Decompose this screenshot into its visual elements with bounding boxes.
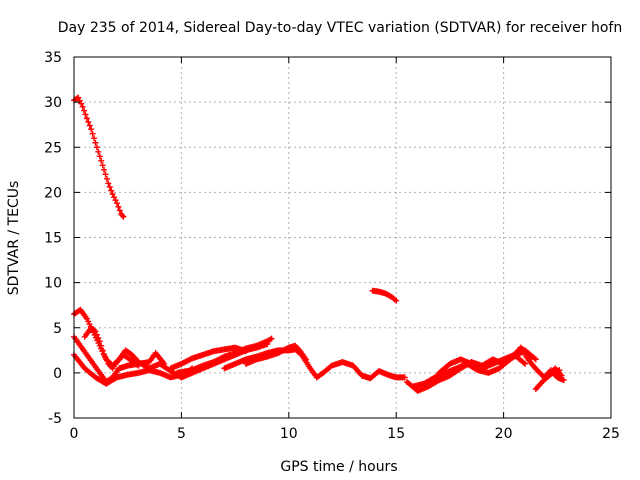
y-axis-label: SDTVAR / TECUs xyxy=(6,181,22,296)
data-point xyxy=(528,353,535,360)
data-point xyxy=(102,354,109,361)
data-point xyxy=(112,197,119,204)
data-point xyxy=(522,360,529,367)
data-point xyxy=(89,130,96,137)
data-point xyxy=(401,374,408,381)
data-point xyxy=(75,94,82,101)
data-point xyxy=(264,340,271,347)
data-point xyxy=(101,351,108,358)
data-point xyxy=(92,139,99,146)
x-tick-label: 15 xyxy=(387,426,405,442)
data-point xyxy=(93,331,100,338)
series-arc-l xyxy=(436,351,529,376)
data-point xyxy=(98,157,105,164)
data-point xyxy=(85,118,92,125)
y-tick-label: -5 xyxy=(48,411,62,427)
series-arc-c xyxy=(81,324,142,372)
data-points xyxy=(71,94,567,394)
data-point xyxy=(92,328,99,335)
y-tick-label: 0 xyxy=(53,366,62,382)
x-tick-label: 10 xyxy=(280,426,298,442)
data-point xyxy=(120,213,127,220)
x-tick-label: 25 xyxy=(602,426,620,442)
data-point xyxy=(560,377,567,384)
data-point xyxy=(111,194,118,201)
data-point xyxy=(99,162,106,169)
data-point xyxy=(83,315,90,322)
data-point xyxy=(161,360,168,367)
data-point xyxy=(101,166,108,173)
y-tick-label: 25 xyxy=(44,140,62,156)
data-point xyxy=(103,175,110,182)
data-point xyxy=(116,207,123,214)
data-point xyxy=(268,335,275,342)
data-point xyxy=(96,153,103,160)
data-point xyxy=(93,144,100,151)
y-tick-label: 30 xyxy=(44,95,62,111)
data-point xyxy=(302,356,309,363)
data-point xyxy=(102,171,109,178)
data-point xyxy=(86,321,93,328)
series-arc-k xyxy=(410,344,535,390)
axis-ticks: 0 5 10 15 20 25 -5 0 5 10 15 20 25 30 35 xyxy=(44,50,620,442)
data-point xyxy=(135,362,142,369)
x-tick-label: 5 xyxy=(177,426,186,442)
data-point xyxy=(113,200,120,207)
data-point xyxy=(82,111,89,118)
y-tick-label: 35 xyxy=(44,50,62,66)
data-point xyxy=(106,183,113,190)
y-tick-label: 10 xyxy=(44,276,62,292)
data-point xyxy=(81,107,88,114)
data-point xyxy=(134,361,141,368)
x-tick-label: 20 xyxy=(495,426,513,442)
y-tick-label: 20 xyxy=(44,185,62,201)
y-tick-label: 5 xyxy=(53,321,62,337)
data-point xyxy=(85,318,92,325)
data-point xyxy=(79,103,86,110)
data-point xyxy=(532,356,539,363)
data-point xyxy=(95,148,102,155)
data-point xyxy=(108,187,115,194)
series-arc-g xyxy=(167,344,249,372)
data-point xyxy=(99,347,106,354)
data-point xyxy=(242,348,249,355)
x-tick-label: 0 xyxy=(70,426,79,442)
data-point xyxy=(78,100,85,107)
data-point xyxy=(95,334,102,341)
series-mid-arc xyxy=(369,287,400,304)
data-point xyxy=(393,297,400,304)
chart-title: Day 235 of 2014, Sidereal Day-to-day VTE… xyxy=(58,20,622,36)
data-point xyxy=(558,372,565,379)
data-point xyxy=(115,203,122,210)
data-point xyxy=(91,135,98,142)
x-axis-label: GPS time / hours xyxy=(280,459,397,475)
data-point xyxy=(88,126,95,133)
y-tick-label: 15 xyxy=(44,231,62,247)
data-point xyxy=(109,191,116,198)
data-point xyxy=(105,180,112,187)
data-point xyxy=(98,342,105,349)
data-point xyxy=(83,115,90,122)
data-point xyxy=(96,338,103,345)
data-point xyxy=(86,122,93,129)
series-arc-o xyxy=(543,367,563,381)
data-point xyxy=(556,367,563,374)
data-point xyxy=(103,357,110,364)
series-arc-i xyxy=(242,342,309,367)
